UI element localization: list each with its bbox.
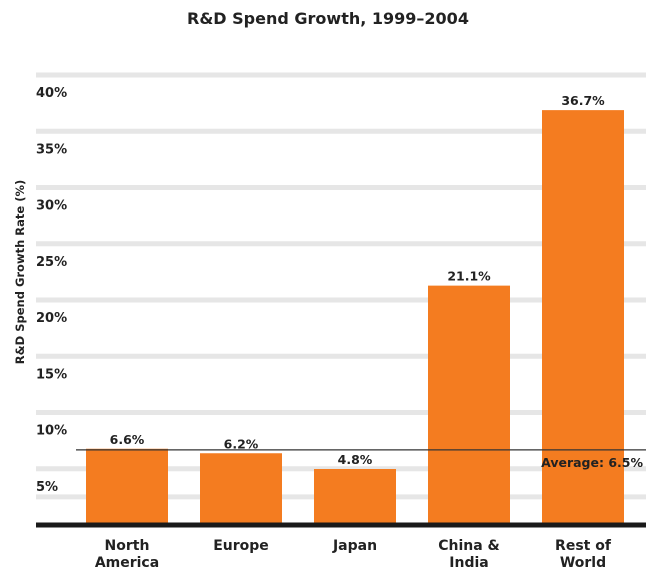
data-label-4: 36.7% (561, 93, 605, 108)
bar-3 (428, 285, 510, 523)
bar-4 (542, 110, 624, 523)
y-tick-label-15: 15% (36, 367, 67, 382)
y-axis-label: R&D Spend Growth Rate (%) (13, 180, 27, 364)
data-label-2: 4.8% (338, 452, 373, 467)
x-tick-label-3-1: India (449, 555, 488, 571)
y-tick-label-40: 40% (36, 86, 67, 101)
data-label-3: 21.1% (447, 269, 491, 284)
x-tick-label-4-0: Rest of (555, 538, 612, 554)
y-tick-label-10: 10% (36, 424, 67, 439)
y-tick-label-25: 25% (36, 255, 67, 270)
bar-1 (200, 453, 282, 523)
y-tick-label-20: 20% (36, 311, 67, 326)
y-tick-label-5: 5% (36, 480, 58, 495)
x-tick-label-3-0: China & (438, 538, 500, 554)
x-tick-label-1-0: Europe (213, 538, 269, 554)
bar-2 (314, 469, 396, 523)
y-tick-label-30: 30% (36, 199, 67, 214)
x-tick-label-0-0: North (105, 538, 150, 554)
data-label-1: 6.2% (224, 436, 259, 451)
x-tick-label-2-0: Japan (332, 538, 377, 554)
y-tick-labels: 5% 10% 15% 20% 25% 30% 35% 40% (36, 86, 67, 495)
bar-0 (86, 448, 168, 523)
y-tick-label-35: 35% (36, 142, 67, 157)
x-tick-label-0-1: America (95, 555, 159, 571)
average-label: Average: 6.5% (541, 455, 643, 470)
data-label-0: 6.6% (110, 432, 145, 447)
x-tick-label-4-1: World (560, 555, 606, 571)
bars (86, 110, 624, 523)
data-labels: 6.6% 6.2% 4.8% 21.1% 36.7% (110, 93, 605, 467)
chart-title: R&D Spend Growth, 1999–2004 (187, 9, 469, 28)
